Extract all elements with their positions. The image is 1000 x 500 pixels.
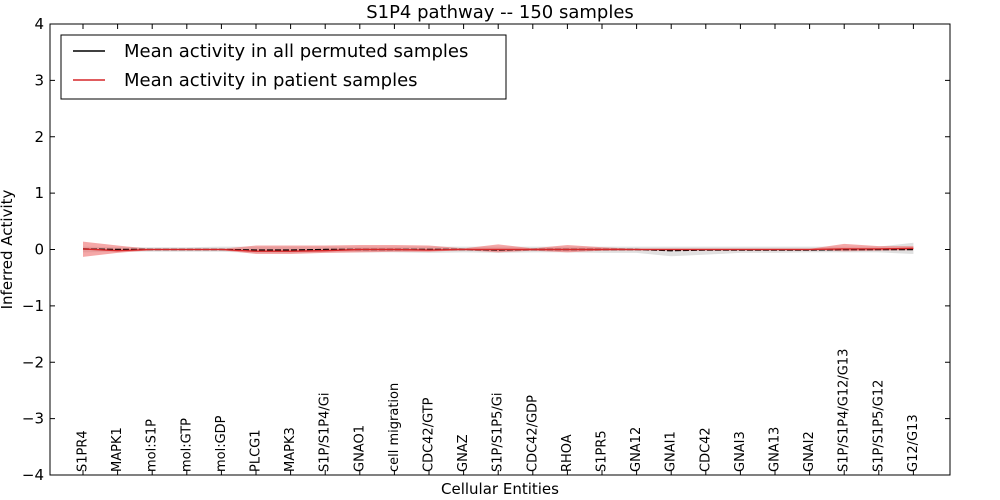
x-tick-label: mol:S1P <box>145 419 160 472</box>
x-tick-label: CDC42/GTP <box>422 397 437 472</box>
y-tick-label: 0 <box>34 241 44 259</box>
x-tick-label: GNAI2 <box>802 431 817 472</box>
legend-box <box>60 34 507 100</box>
x-tick-label: mol:GDP <box>214 415 229 472</box>
x-tick-label: G12/G13 <box>906 414 921 472</box>
y-axis-label: Inferred Activity <box>0 189 16 309</box>
x-tick-label: GNAI1 <box>664 431 679 472</box>
x-tick-label: GNA13 <box>768 427 783 472</box>
x-tick-label: S1P/S1P5/G12 <box>871 380 886 472</box>
x-tick-label: GNAI3 <box>733 431 748 472</box>
x-tick-label: S1PR4 <box>76 430 91 472</box>
x-tick-label: mol:GTP <box>179 418 194 472</box>
chart-title: S1P4 pathway -- 150 samples <box>366 2 634 23</box>
legend-label-0: Mean activity in all permuted samples <box>124 41 468 62</box>
x-tick-label: S1P/S1P4/Gi <box>318 393 333 472</box>
series-lines <box>82 247 914 252</box>
y-tick-label: 1 <box>34 184 44 202</box>
y-axis: −4 −3 −2 −1 0 1 2 3 4 <box>22 15 950 484</box>
y-tick-label: 3 <box>34 71 44 89</box>
x-axis-label: Cellular Entities <box>441 480 559 498</box>
x-tick-label: MAPK1 <box>110 427 125 472</box>
x-tick-label: cell migration <box>387 383 402 472</box>
series-line-1 <box>82 247 914 252</box>
x-tick-label: GNAZ <box>456 434 471 472</box>
x-tick-label: PLCG1 <box>249 429 264 472</box>
y-tick-label: 2 <box>34 128 44 146</box>
y-tick-label: −2 <box>22 353 44 371</box>
y-tick-label: −4 <box>22 466 44 484</box>
x-tick-label: GNA12 <box>629 427 644 472</box>
x-tick-label: CDC42 <box>698 427 713 472</box>
x-tick-label: RHOA <box>560 434 575 472</box>
y-tick-label: −1 <box>22 297 44 315</box>
x-axis: S1PR4 MAPK1 mol:S1P mol:GTP mol:GDP PLCG1 MAPK… <box>76 24 921 475</box>
legend-label-1: Mean activity in patient samples <box>124 70 418 91</box>
x-tick-label: S1P/S1P5/Gi <box>491 393 506 472</box>
x-tick-label: S1P/S1P4/G12/G13 <box>837 349 852 472</box>
x-tick-label: S1PR5 <box>595 430 610 472</box>
x-tick-label: GNAO1 <box>352 425 367 472</box>
x-tick-label: CDC42/GDP <box>525 395 540 472</box>
y-tick-label: −3 <box>22 410 44 428</box>
x-tick-label: MAPK3 <box>283 427 298 472</box>
legend: Mean activity in all permuted samples Mea… <box>60 34 507 100</box>
y-tick-label: 4 <box>34 15 44 33</box>
